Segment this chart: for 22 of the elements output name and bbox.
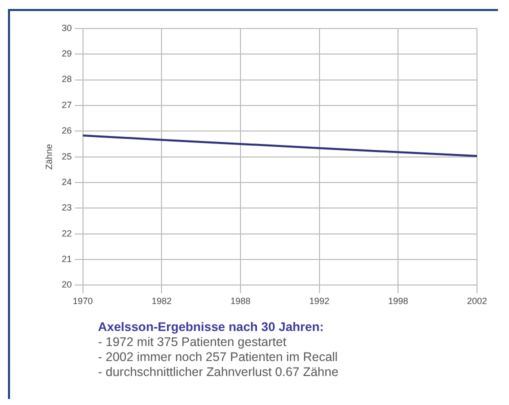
- text: - 1972 mit 375 Patienten gestartet: [98, 335, 288, 350]
- y-tick-label: 22: [62, 228, 72, 238]
- y-tick-label: 27: [62, 100, 72, 110]
- y-tick-label: 29: [62, 48, 72, 59]
- y-axis-title: Zähne: [44, 144, 54, 170]
- x-tick-label: 1998: [388, 296, 408, 306]
- y-tick-label: 28: [62, 74, 72, 84]
- x-tick-label: 1992: [309, 296, 330, 306]
- y-tick-label: 30: [62, 22, 72, 33]
- text: - durchschnittlicher Zahnverlust 0.67 Zähne: [98, 365, 338, 380]
- y-tick-label: 24: [62, 176, 72, 187]
- x-tick-label: 1988: [230, 296, 250, 306]
- text: Axelsson-Ergebnisse nach 30 Jahren:: [98, 320, 325, 335]
- x-tick-label: 1982: [152, 296, 172, 306]
- y-tick-label: 23: [62, 202, 72, 213]
- x-tick-label: 2002: [466, 296, 488, 306]
- y-tick-label: 21: [62, 254, 72, 264]
- y-tick-label: 20: [62, 280, 72, 290]
- text: - 2002 immer noch 257 Patienten im Recall: [98, 350, 338, 365]
- y-tick-label: 25: [62, 151, 72, 162]
- x-tick-label: 1970: [72, 296, 93, 306]
- y-tick-label: 26: [62, 126, 72, 136]
